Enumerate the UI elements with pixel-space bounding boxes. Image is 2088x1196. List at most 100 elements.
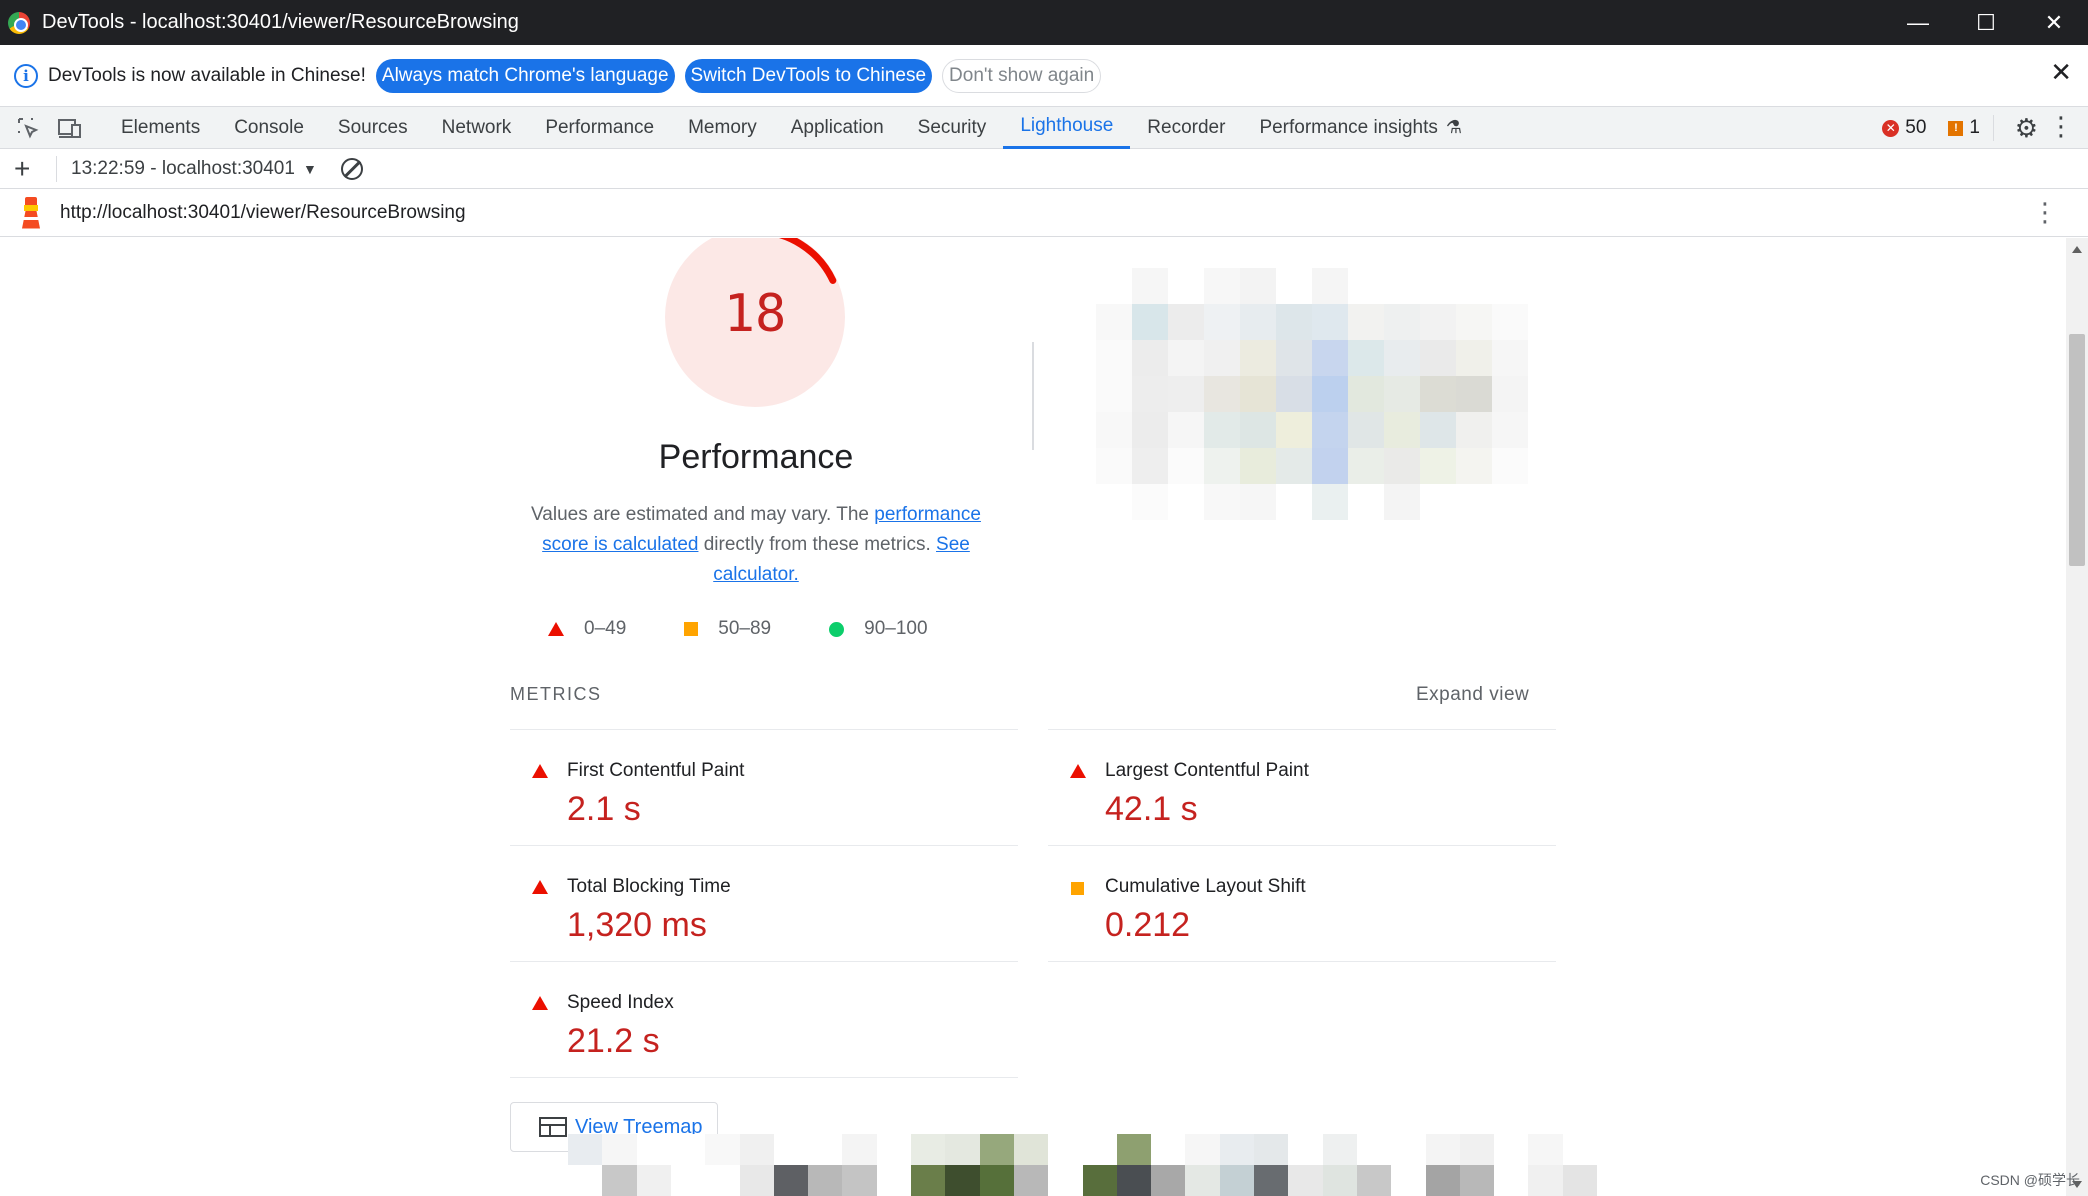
metrics-rule xyxy=(510,1077,1018,1078)
settings-gear-icon[interactable]: ⚙ xyxy=(2014,113,2038,143)
metrics-rule xyxy=(1048,961,1556,962)
minimize-button[interactable]: — xyxy=(1907,9,1929,35)
warning-icon: ! xyxy=(1948,120,1964,136)
devtools-tab-bar: Elements Console Sources Network Performance… xyxy=(0,107,2088,149)
metric-value: 42.1 s xyxy=(1105,790,1198,828)
warning-count[interactable]: 1 xyxy=(1969,117,1980,138)
score-legend: 0–49 50–89 90–100 xyxy=(548,618,986,640)
error-count[interactable]: 50 xyxy=(1905,117,1927,138)
tab-label: Performance insights xyxy=(1259,116,1438,138)
metric-total-blocking-time: Total Blocking Time 1,320 ms xyxy=(510,846,1018,962)
page-screenshot-thumbnail[interactable] xyxy=(1096,268,1528,520)
switch-to-chinese-button[interactable]: Switch DevTools to Chinese xyxy=(684,58,933,93)
toolbar-separator xyxy=(56,155,57,182)
average-square-icon xyxy=(684,622,699,636)
lighthouse-report: 18 Performance Values are estimated and … xyxy=(0,238,2066,1196)
see-calculator-link[interactable]: See calculator. xyxy=(713,534,970,585)
fail-triangle-icon xyxy=(548,622,564,636)
tab-security[interactable]: Security xyxy=(901,107,1004,149)
tab-console[interactable]: Console xyxy=(217,107,321,149)
tab-lighthouse[interactable]: Lighthouse xyxy=(1003,107,1131,149)
lighthouse-logo-icon xyxy=(20,196,42,229)
gauge-title: Performance xyxy=(658,438,854,476)
gauge-divider xyxy=(1032,342,1034,450)
metric-first-contentful-paint: First Contentful Paint 2.1 s xyxy=(510,730,1018,846)
device-toolbar-icon[interactable] xyxy=(56,114,84,142)
metric-label: Cumulative Layout Shift xyxy=(1105,876,1306,897)
info-icon: i xyxy=(14,63,38,88)
metric-label: Largest Contentful Paint xyxy=(1105,760,1309,781)
legend-pass: 90–100 xyxy=(864,618,928,639)
metric-label: Total Blocking Time xyxy=(567,876,731,897)
filmstrip-thumbnails xyxy=(568,1134,1598,1196)
tab-label: Console xyxy=(234,116,304,138)
tab-network[interactable]: Network xyxy=(425,107,529,149)
lighthouse-toolbar: + 13:22:59 - localhost:30401 ▼ xyxy=(0,149,2088,189)
watermark: CSDN @硕学长 xyxy=(1980,1172,2080,1188)
tab-performance[interactable]: Performance xyxy=(528,107,671,149)
gauge-background xyxy=(665,238,845,407)
scroll-down-icon[interactable] xyxy=(2072,1181,2082,1188)
tab-label: Memory xyxy=(688,116,757,138)
metric-value: 2.1 s xyxy=(567,790,641,828)
metrics-rule xyxy=(510,961,1018,962)
tab-label: Sources xyxy=(337,116,408,138)
tab-recorder[interactable]: Recorder xyxy=(1130,107,1242,149)
view-treemap-label: View Treemap xyxy=(575,1115,703,1138)
maximize-button[interactable]: ☐ xyxy=(1976,9,1996,35)
tab-label: Application xyxy=(790,116,884,138)
error-icon: ✕ xyxy=(1882,119,1900,137)
metrics-rule xyxy=(510,845,1018,846)
metric-cumulative-layout-shift: Cumulative Layout Shift 0.212 xyxy=(1048,846,1556,962)
report-selector[interactable]: 13:22:59 - localhost:30401 xyxy=(71,157,295,179)
tab-label: Lighthouse xyxy=(1020,115,1114,136)
tab-application[interactable]: Application xyxy=(774,107,901,149)
tab-elements[interactable]: Elements xyxy=(104,107,217,149)
tab-label: Performance xyxy=(545,116,655,138)
tab-memory[interactable]: Memory xyxy=(671,107,774,149)
fail-triangle-icon xyxy=(532,880,548,894)
new-report-icon[interactable]: + xyxy=(14,152,31,184)
tabbar-separator xyxy=(1993,115,1994,141)
always-match-language-button[interactable]: Always match Chrome's language xyxy=(375,58,675,93)
tab-label: Network xyxy=(441,116,512,138)
performance-score: 18 xyxy=(723,284,787,344)
performance-gauge xyxy=(665,238,845,407)
tab-label: Elements xyxy=(121,116,201,138)
inspect-element-icon[interactable] xyxy=(14,114,42,142)
fail-triangle-icon xyxy=(532,764,548,778)
desc-text-2: directly from these metrics. xyxy=(698,534,937,555)
scrollbar-thumb[interactable] xyxy=(2069,334,2085,566)
window-title-bar: DevTools - localhost:30401/viewer/Resour… xyxy=(0,0,2088,45)
metrics-rule xyxy=(1048,729,1556,730)
report-url[interactable]: http://localhost:30401/viewer/ResourceBr… xyxy=(60,201,466,223)
expand-view-toggle[interactable]: Expand view xyxy=(1416,684,1530,705)
tab-sources[interactable]: Sources xyxy=(321,107,425,149)
desc-text-1: Values are estimated and may vary. The xyxy=(531,504,875,525)
report-url-bar: http://localhost:30401/viewer/ResourceBr… xyxy=(0,189,2088,237)
experiment-flask-icon: ⚗ xyxy=(1445,117,1463,137)
legend-fail: 0–49 xyxy=(584,618,627,639)
treemap-icon xyxy=(539,1117,567,1137)
scroll-up-icon[interactable] xyxy=(2072,246,2082,253)
fail-triangle-icon xyxy=(1070,764,1086,778)
clear-reports-icon[interactable] xyxy=(340,157,363,180)
chevron-down-icon[interactable]: ▼ xyxy=(302,160,317,177)
pass-circle-icon xyxy=(829,621,845,637)
window-title: DevTools - localhost:30401/viewer/Resour… xyxy=(42,11,519,33)
metric-value: 21.2 s xyxy=(567,1022,660,1060)
metric-value: 0.212 xyxy=(1105,906,1191,944)
metric-speed-index: Speed Index 21.2 s xyxy=(510,962,1018,1078)
vertical-scrollbar[interactable] xyxy=(2066,238,2088,1196)
metrics-rule xyxy=(510,729,1018,730)
window-close-button[interactable]: ✕ xyxy=(2044,9,2064,35)
score-calculated-link[interactable]: performance score is calculated xyxy=(542,504,981,555)
language-infobar: i DevTools is now available in Chinese! … xyxy=(0,45,2088,107)
infobar-close-icon[interactable]: ✕ xyxy=(2050,57,2072,87)
dont-show-again-button[interactable]: Don't show again xyxy=(942,58,1102,93)
report-menu-icon[interactable]: ⋮ xyxy=(2032,197,2058,227)
metric-value: 1,320 ms xyxy=(567,906,707,944)
tab-label: Recorder xyxy=(1147,116,1226,138)
tab-performance-insights[interactable]: Performance insights ⚗ xyxy=(1242,107,1479,149)
more-options-icon[interactable]: ⋮ xyxy=(2048,111,2074,141)
